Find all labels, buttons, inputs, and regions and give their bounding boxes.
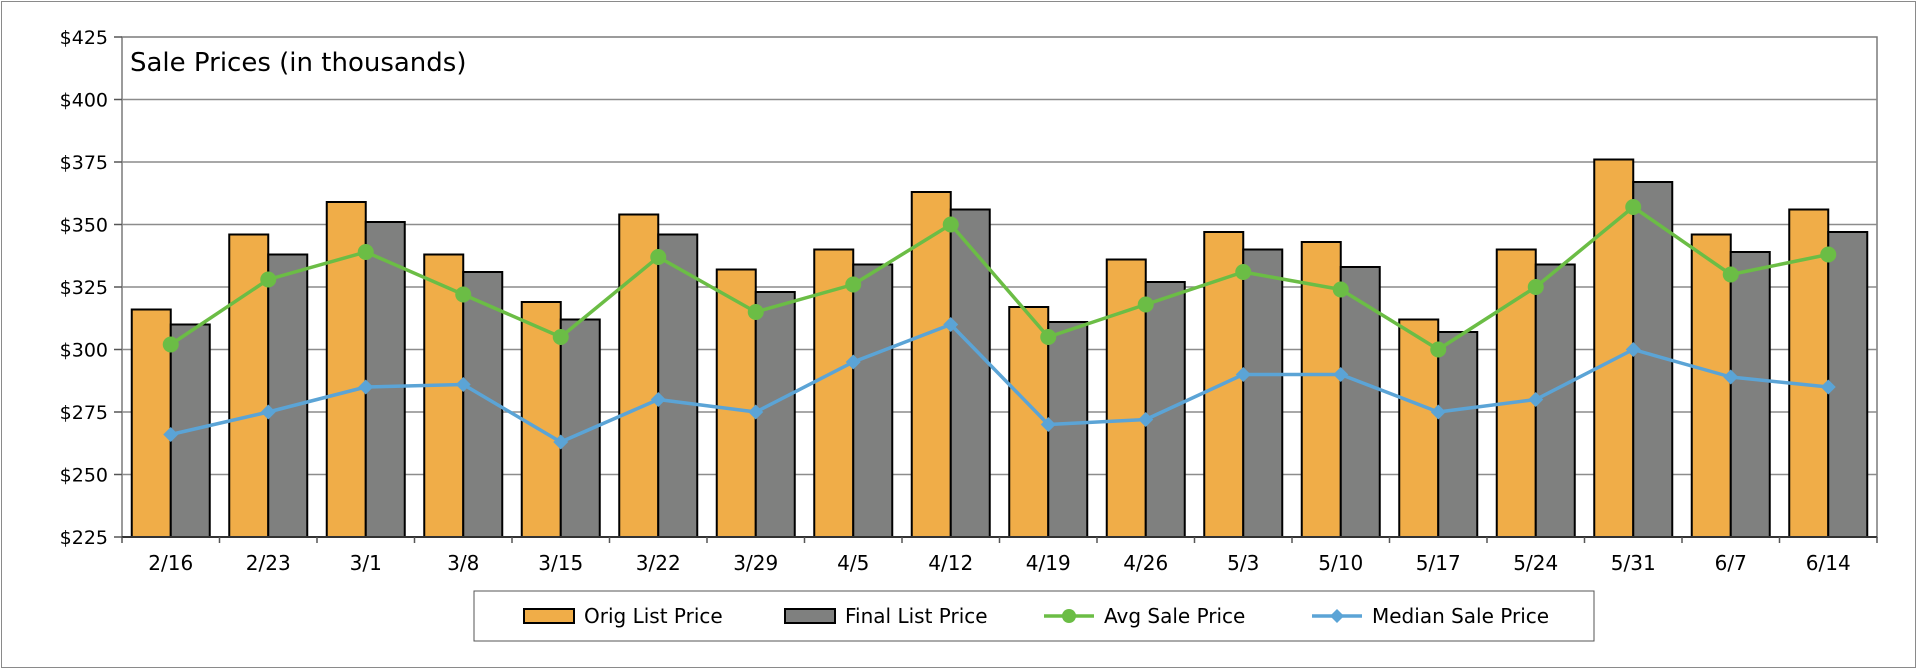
x-tick-label: 3/1 [350,551,382,575]
point-avg-sale-price [455,286,472,303]
legend-swatch-final-list-price [784,608,836,624]
axes: $225 $250 $275 $300 $325 $350 $375 $400 $425 2/16… [60,27,1878,575]
y-tick-label: $275 [60,402,108,424]
point-median-sale-price [748,404,764,420]
point-avg-sale-price [1722,266,1739,283]
point-median-sale-price [845,354,861,370]
y-tick-label: $400 [60,90,108,112]
point-median-sale-price [943,317,959,332]
legend-box [473,590,1595,642]
bar-orig-list-price [910,191,952,538]
point-avg-sale-price [1040,329,1057,345]
legend-swatch-orig-list-price [523,608,575,624]
point-avg-sale-price [1235,264,1252,280]
x-tick-label: 3/8 [447,551,479,575]
point-median-sale-price [1138,412,1154,427]
legend-label-median-sale-price: Median Sale Price [1372,604,1549,628]
x-tick-label: 4/26 [1123,551,1168,575]
point-median-sale-price [553,434,569,450]
point-avg-sale-price [162,336,179,353]
point-median-sale-price [650,392,666,407]
y-tick-label: $325 [60,277,108,299]
point-median-sale-price [1333,367,1349,382]
point-avg-sale-price [357,244,374,260]
point-avg-sale-price [845,276,862,293]
bar-final-list-price [1339,266,1381,538]
bar-final-list-price [1827,231,1869,538]
point-avg-sale-price [1625,199,1642,215]
bar-final-list-price [852,263,894,538]
x-tick-label: 4/5 [837,551,869,575]
point-median-sale-price [1040,417,1056,432]
bar-orig-list-price [1690,233,1732,538]
x-tick-label: 3/15 [538,551,583,575]
bar-final-list-price [1242,248,1284,538]
gridlines [122,98,1877,476]
point-avg-sale-price [1820,246,1837,263]
y-tick-label: $300 [60,340,108,362]
point-median-sale-price [163,427,179,442]
y-tick-label: $375 [60,152,108,174]
point-median-sale-price [1625,342,1641,357]
x-tick-label: 5/24 [1513,551,1558,575]
point-avg-sale-price [1527,279,1544,295]
point-median-sale-price [260,404,276,420]
x-tick-label: 2/23 [246,551,291,575]
point-median-sale-price [1820,379,1836,395]
x-tick-label: 5/31 [1611,551,1656,575]
point-avg-sale-price [942,216,959,233]
bar-final-list-price [1729,251,1771,538]
point-avg-sale-price [1430,341,1447,358]
line-avg-sale-price [169,205,1829,352]
point-median-sale-price [358,379,374,395]
x-tick-label: 6/14 [1806,551,1851,575]
point-avg-sale-price [747,304,764,320]
point-median-sale-price [1235,367,1251,382]
point-median-sale-price [455,377,471,392]
x-tick-label: 5/17 [1416,551,1461,575]
legend-marker-median-sale-price [1330,609,1344,623]
legend-label-final-list-price: Final List Price [845,604,988,628]
legend-label-orig-list-price: Orig List Price [584,604,723,628]
bar-final-list-price [657,233,699,538]
point-avg-sale-price [1137,296,1154,313]
x-tick-label: 3/29 [733,551,778,575]
bar-orig-list-price [1398,318,1440,538]
x-tick-label: 4/12 [928,551,973,575]
y-tick-label: $250 [60,465,108,487]
point-median-sale-price [1723,369,1739,385]
legend-label-avg-sale-price: Avg Sale Price [1104,604,1245,628]
bars [130,158,1869,538]
point-avg-sale-price [650,249,667,265]
line-median-sale-price [170,322,1829,444]
point-avg-sale-price [260,271,277,288]
x-tick-label: 6/7 [1715,551,1747,575]
series-lines [162,199,1837,450]
legend-marker-avg-sale-price [1062,609,1076,623]
x-tick-label: 5/10 [1318,551,1363,575]
bar-final-list-price [1047,321,1089,538]
y-tick-label: $225 [60,527,108,549]
x-tick-label: 4/19 [1026,551,1071,575]
bar-final-list-price [364,221,406,538]
y-tick-label: $350 [60,215,108,237]
x-tick-label: 2/16 [148,551,193,575]
point-avg-sale-price [552,329,569,345]
bar-final-list-price [754,291,796,538]
x-tick-label: 5/3 [1227,551,1259,575]
bar-final-list-price [949,208,991,538]
bar-orig-list-price [1495,248,1537,538]
y-tick-label: $425 [60,27,108,49]
bar-final-list-price [267,253,309,538]
point-median-sale-price [1528,392,1544,407]
point-avg-sale-price [1332,281,1349,298]
x-tick-label: 3/22 [636,551,681,575]
bar-final-list-price [1437,331,1479,538]
chart-title: Sale Prices (in thousands) [130,48,466,78]
point-median-sale-price [1430,404,1446,420]
legend: Orig List Price Final List Price Avg Sale … [473,590,1595,642]
bar-orig-list-price [423,253,465,538]
